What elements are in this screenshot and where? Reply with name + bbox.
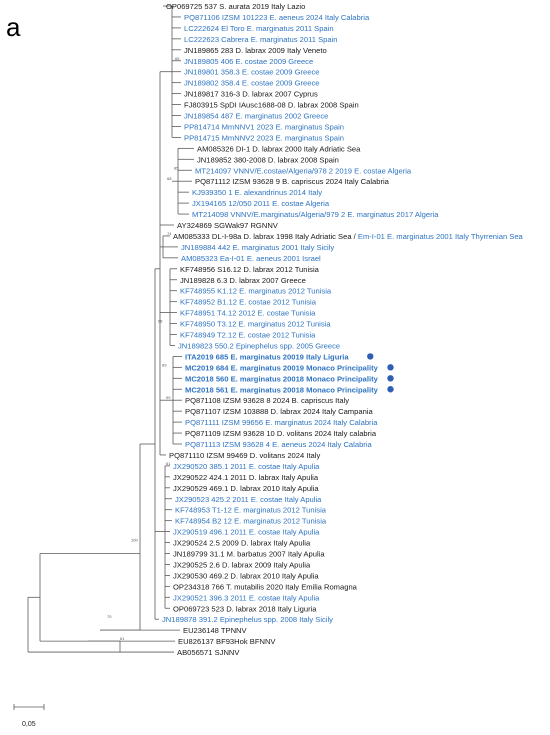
leaf-label: JX194165 12/050 2011 E. costae Algeria <box>192 199 330 208</box>
highlight-dot <box>387 364 394 371</box>
leaf-label: PQ871109 IZSM 93628 10 D. volitans 2024 … <box>185 429 377 438</box>
highlight-dot <box>387 375 394 382</box>
leaf-label: MC2018 561 E. marginatus 20018 Monaco Pr… <box>185 385 379 394</box>
leaf-label: JX290523 425.2 2011 E. costae Italy Apul… <box>175 495 322 504</box>
leaf-label: PQ871112 IZSM 93628 9 B. capriscus 2024 … <box>195 177 390 186</box>
leaf-label: KF748953 T1-12 E. marginatus 2012 Tunisi… <box>175 506 327 515</box>
leaf-label: AB056571 SJNNV <box>177 648 240 657</box>
leaf-label: JX290522 424.1 2011 D. labrax Italy Apul… <box>173 473 319 482</box>
leaf-label: PQ871107 IZSM 103888 D. labrax 2024 Ital… <box>185 407 373 416</box>
leaf-label: JX290521 396.3 2011 E. costae Italy Apul… <box>173 593 320 602</box>
leaf-label: ITA2019 685 E. marginatus 20019 Italy Li… <box>185 352 349 361</box>
leaf-label: JX290525 2.6 D. labrax 2009 Italy Apulia <box>173 560 311 569</box>
panel-label: a <box>6 12 21 42</box>
bootstrap-value: 99 <box>166 395 171 400</box>
highlight-dot <box>387 386 394 393</box>
bootstrap-value: 69 <box>162 362 167 367</box>
leaf-label: JN189801 358.3 E. costae 2009 Greece <box>184 68 320 77</box>
leaf-label: KF748949 T2.12 E. costae 2012 Tunisia <box>180 331 316 340</box>
highlight-dot <box>367 353 374 360</box>
leaf-label: JX290529 469.1 D. labrax 2010 Italy Apul… <box>173 484 319 493</box>
leaf-label: PQ871110 IZSM 99469 D. volitans 2024 Ita… <box>169 451 320 460</box>
leaf-label: KF748951 T4.12 2012 E. costae Tunisia <box>180 309 316 318</box>
leaf-label: AM085326 DI-1 D. labrax 2000 Italy Adria… <box>197 144 361 153</box>
bootstrap-value: 68 <box>167 176 172 181</box>
leaf-label: KF748952 B1.12 E. costae 2012 Tunisia <box>180 298 317 307</box>
leaf-label: OP069725 537 S. aurata 2019 Italy Lazio <box>166 2 305 11</box>
bootstrap-value: 65 <box>175 56 180 61</box>
scale-label: 0,05 <box>22 721 36 728</box>
leaf-label: JX290520 385.1 2011 E. costae Italy Apul… <box>173 462 320 471</box>
leaf-label: AM085333 DL-I-98a D. labrax 1998 Italy A… <box>173 232 524 241</box>
leaf-label: JN189805 406 E. costae 2009 Greece <box>184 57 313 66</box>
leaf-label: MT214097 VNNV/E.costae/Algeria/978 2 201… <box>195 166 412 175</box>
leaf-label: OP234318 766 T. mutabilis 2020 Italy Emi… <box>173 582 358 591</box>
bootstrap-value: 85 <box>174 165 179 170</box>
leaf-label: PP814715 MmNNV2 2023 E. marginatus Spain <box>184 133 344 142</box>
leaf-label: JN189852 380-2008 D. labrax 2008 Spain <box>197 155 339 164</box>
leaf-label: JX290530 469.2 D. labrax 2010 Italy Apul… <box>173 571 319 580</box>
leaf-label: PQ871106 IZSM 101223 E. aeneus 2024 Ital… <box>184 13 370 22</box>
leaf-label: KJ939350 1 E. alexandrinus 2014 Italy <box>192 188 322 197</box>
leaf-label: AY324869 SGWak97 RGNNV <box>177 221 279 230</box>
leaf-label: PQ871113 IZSM 93628 4 E. aeneus 2024 Ita… <box>185 440 373 449</box>
leaf-label: JN189828 6.3 D. labrax 2007 Greece <box>180 276 306 285</box>
leaf-label: MT214098 VNNV/E.marginatus/Algeria/979 2… <box>192 210 439 219</box>
leaf-label: KF748950 T3.12 E. marginatus 2012 Tunisi… <box>180 320 331 329</box>
leaf-label: JX290519 496.1 2011 E. costae Italy Apul… <box>173 528 320 537</box>
leaf-label: JN189823 550.2 Epinephelus spp. 2005 Gre… <box>178 341 340 350</box>
leaf-label: PP814714 MmNNV1 2023 E. marginatus Spain <box>184 122 344 131</box>
leaf-label: JN189854 487 E. marginatus 2002 Greece <box>184 112 328 121</box>
leaf-label: EU236148 TPNNV <box>183 626 248 635</box>
leaf-label: AM085323 Ea-I-01 E. aeneus 2001 Israel <box>181 254 321 263</box>
leaf-label: KF748956 S16.12 D. labrax 2012 Tunisia <box>180 265 320 274</box>
leaf-label: JN189817 316-3 D. labrax 2007 Cyprus <box>184 90 318 99</box>
bootstrap-value: 61 <box>120 636 125 641</box>
leaf-label: LC222624 El Toro E. marginatus 2011 Spai… <box>184 24 334 33</box>
leaf-label: JX290524 2.5 2009 D. labrax Italy Apulia <box>173 539 311 548</box>
leaf-label: JN189878 391.2 Epinephelus spp. 2008 Ita… <box>162 615 333 624</box>
leaf-label: PQ871108 IZSM 93628 8 2024 B. capriscus … <box>185 396 349 405</box>
bootstrap-value: 66 <box>158 319 163 324</box>
leaf-label: JN189865 283 D. labrax 2009 Italy Veneto <box>184 46 327 55</box>
bootstrap-value: 100 <box>131 538 138 543</box>
leaf-label: LC222623 Cabrera E. marginatus 2011 Spai… <box>184 35 338 44</box>
bootstrap-value: 74 <box>167 231 172 236</box>
leaf-label: MC2019 684 E. marginatus 20019 Monaco Pr… <box>185 363 379 372</box>
leaf-label: JN189802 358.4 E. costae 2009 Greece <box>184 79 320 88</box>
leaf-label: PQ871111 IZSM 99656 E. marginatus 2024 I… <box>185 418 378 427</box>
leaf-label: KF748955 K1.12 E. marginatus 2012 Tunisi… <box>180 287 332 296</box>
bootstrap-value: 70 <box>107 614 112 619</box>
leaf-label: JN189884 442 E. marginatus 2001 Italy Si… <box>181 243 334 252</box>
leaf-label: JN189799 31.1 M. barbatus 2007 Italy Apu… <box>173 550 325 559</box>
leaf-label: OP069723 523 D. labrax 2018 Italy Liguri… <box>173 604 317 613</box>
leaf-label: FJ803915 SpDI IAusc1688-08 D. labrax 200… <box>184 101 359 110</box>
bootstrap-value: 61 <box>166 461 171 466</box>
leaf-label: KF748954 B2 12 E. marginatus 2012 Tunisi… <box>175 517 327 526</box>
leaf-label: EU826137 BF93Hok BFNNV <box>178 637 276 646</box>
leaf-label: MC2018 560 E. marginatus 20018 Monaco Pr… <box>185 374 379 383</box>
